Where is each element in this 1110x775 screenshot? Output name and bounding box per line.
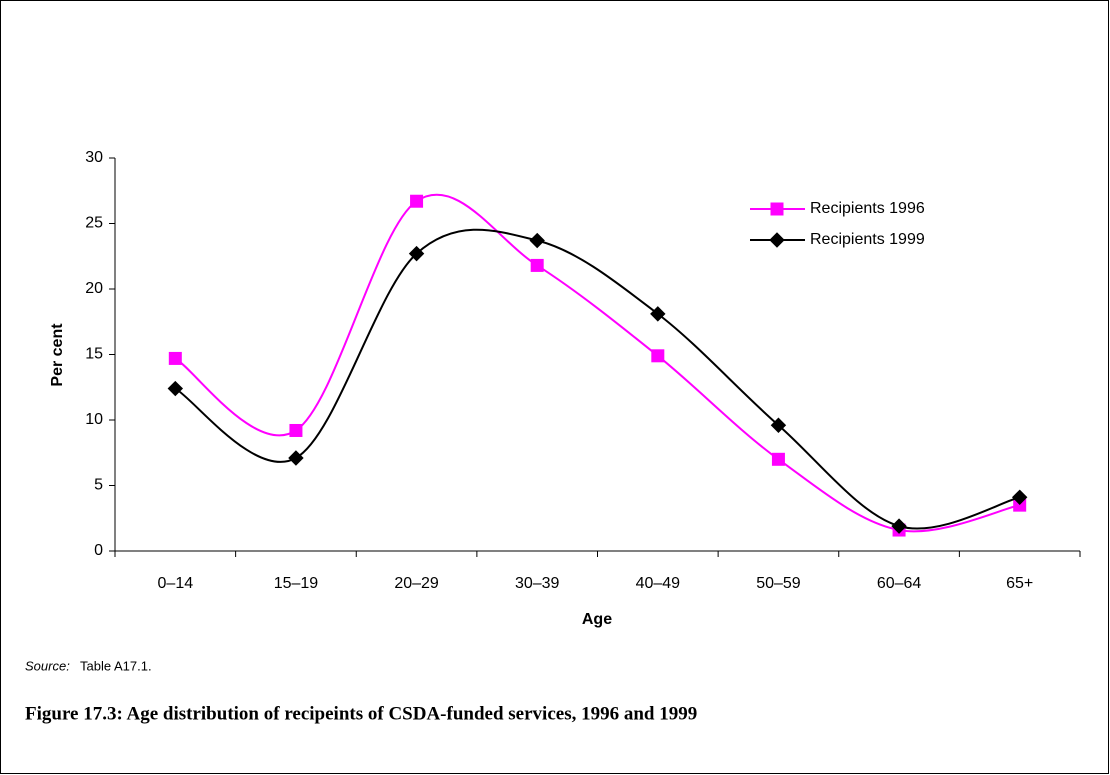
data-point	[891, 518, 907, 534]
data-point	[1011, 489, 1028, 505]
y-tick-label: 30	[85, 149, 103, 166]
data-point	[529, 232, 545, 249]
legend-marker	[769, 232, 785, 248]
data-point	[771, 452, 785, 466]
x-tick-label: 50–59	[756, 575, 801, 592]
legend-label: Recipients 1996	[810, 200, 925, 217]
legend-label: Recipients 1999	[810, 231, 925, 248]
data-point	[289, 423, 303, 437]
x-tick-label: 40–49	[636, 575, 681, 592]
x-axis-label: Age	[582, 611, 612, 628]
x-tick-label: 0–14	[158, 575, 194, 592]
data-point	[288, 450, 304, 466]
source-label: Source:	[25, 658, 70, 673]
x-tick-label: 65+	[1006, 575, 1033, 592]
x-tick-label: 60–64	[877, 575, 922, 592]
series-line	[174, 193, 1020, 533]
source: Table A17.1.	[80, 658, 152, 673]
y-tick-label: 0	[94, 542, 103, 559]
series-line	[174, 228, 1020, 530]
y-tick-label: 20	[85, 280, 103, 297]
y-tick-label: 10	[85, 411, 103, 428]
data-point	[651, 349, 665, 363]
x-tick-label: 15–19	[274, 575, 319, 592]
data-point	[408, 245, 425, 262]
caption: Figure 17.3: Age distribution of recipei…	[25, 703, 697, 724]
data-point	[530, 258, 544, 272]
x-tick-label: 20–29	[394, 575, 439, 592]
x-tick-label: 30–39	[515, 575, 560, 592]
data-point	[410, 194, 424, 208]
data-point	[770, 417, 787, 433]
y-tick-label: 15	[85, 346, 103, 363]
data-point	[167, 380, 184, 397]
y-tick-label: 5	[94, 477, 103, 494]
y-tick-label: 25	[85, 215, 103, 232]
y-axis-label: Per cent	[49, 323, 66, 387]
data-point	[168, 351, 182, 365]
data-point	[650, 306, 666, 322]
legend-marker	[770, 202, 784, 216]
